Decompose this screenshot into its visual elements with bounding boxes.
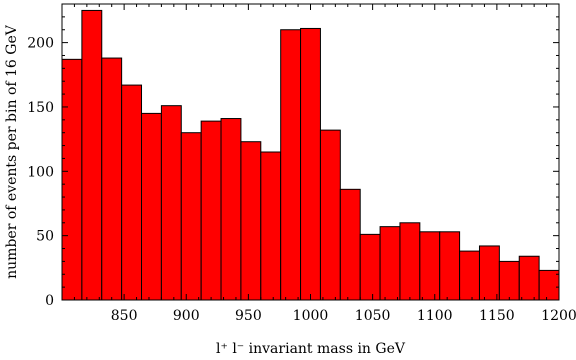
histogram-bar	[459, 250, 480, 301]
histogram-bar	[101, 57, 123, 301]
x-tick-label: 1050	[355, 308, 391, 324]
histogram-bar	[180, 132, 202, 301]
histogram-bar	[81, 9, 103, 301]
histogram-bar	[220, 118, 242, 301]
histogram-bar	[200, 120, 222, 301]
y-tick-label: 100	[27, 164, 54, 180]
y-axis-label: number of events per bin of 16 GeV	[4, 24, 20, 279]
histogram-bar	[419, 231, 441, 301]
y-axis-ticks: 0 50 100 150 200	[27, 3, 559, 309]
x-tick-label: 1000	[293, 308, 329, 324]
histogram-bar	[280, 29, 302, 301]
x-tick-label: 1150	[479, 308, 515, 324]
histogram-bar	[160, 105, 182, 301]
histogram-bar	[121, 84, 143, 301]
histogram-bar	[339, 188, 361, 301]
x-tick-label: 850	[111, 308, 138, 324]
histogram-bar	[399, 222, 421, 301]
x-tick-label: 900	[173, 308, 200, 324]
histogram-bar	[478, 245, 500, 301]
histogram-bar	[359, 233, 381, 301]
y-tick-label: 50	[36, 229, 54, 245]
y-tick-label: 0	[45, 293, 54, 309]
bars-group	[61, 9, 560, 301]
histogram-bar	[240, 141, 262, 301]
x-axis-ticks: 850 900 950 1000 1050 1100 1150 1200	[61, 4, 576, 324]
histogram-bar	[260, 151, 282, 301]
histogram-bar	[439, 231, 461, 301]
histogram-bar	[498, 260, 520, 301]
y-tick-label: 150	[27, 100, 54, 116]
x-axis-label: l⁺ l⁻ invariant mass in GeV	[216, 341, 406, 357]
x-tick-label: 1200	[541, 308, 576, 324]
histogram-bar	[141, 112, 162, 301]
x-tick-label: 950	[235, 308, 262, 324]
histogram-bar	[518, 255, 540, 301]
histogram-bar	[61, 58, 83, 301]
histogram-bar	[319, 129, 341, 301]
histogram-bar	[538, 269, 560, 301]
y-tick-label: 200	[27, 36, 54, 52]
histogram-bar	[300, 27, 321, 301]
histogram-bar	[379, 226, 401, 301]
x-tick-label: 1100	[417, 308, 453, 324]
